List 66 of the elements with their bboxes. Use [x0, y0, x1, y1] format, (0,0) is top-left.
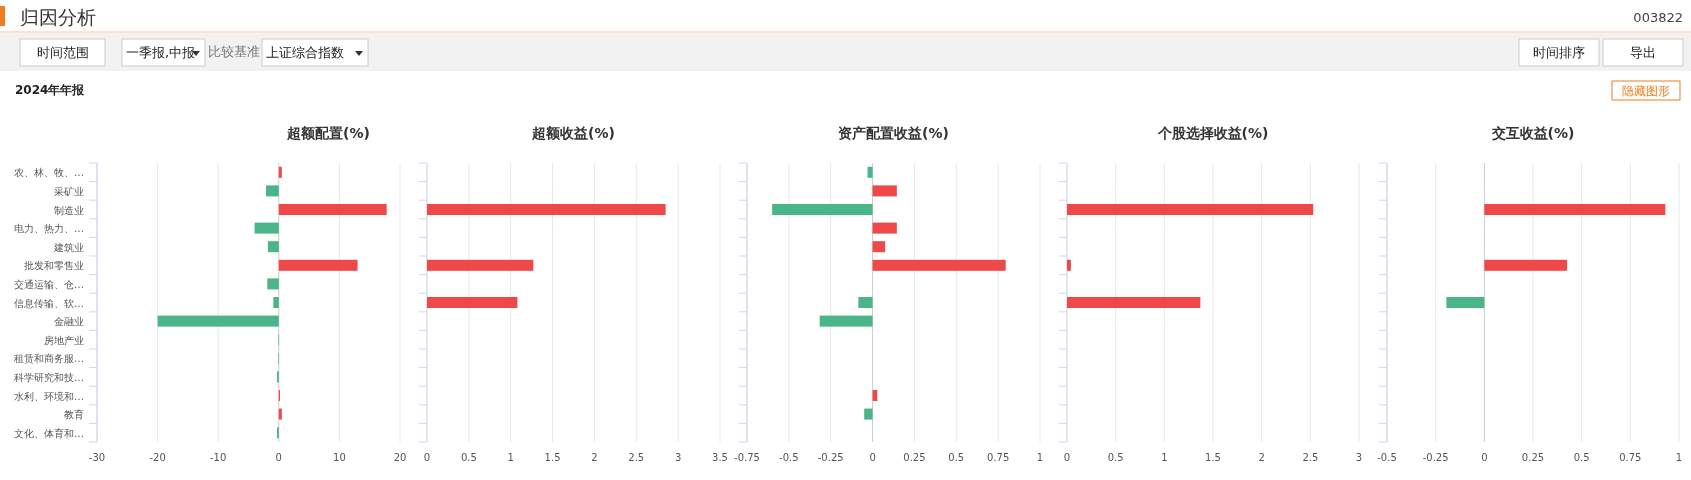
y-tick-label: 制造业 — [54, 204, 84, 216]
x-tick-label: 2 — [591, 452, 598, 463]
y-tick-label: 批发和零售业 — [24, 260, 84, 272]
x-tick-label: 20 — [393, 452, 407, 463]
x-tick-label: 0 — [275, 452, 282, 463]
x-tick-label: 0.5 — [948, 452, 965, 463]
chart-title: 超额配置(%) — [286, 125, 370, 141]
y-tick-label: 房地产业 — [44, 334, 84, 346]
chart-title: 个股选择收益(%) — [1156, 125, 1269, 141]
x-tick-label: 1 — [1036, 452, 1044, 463]
x-tick-label: 3 — [674, 452, 682, 463]
y-tick-label: 水利、环境和… — [14, 390, 84, 402]
x-tick-label: -30 — [88, 452, 106, 463]
y-tick-label: 金融业 — [54, 316, 84, 328]
x-tick-label: -0.25 — [1422, 452, 1449, 463]
chart-title: 超额收益(%) — [531, 125, 615, 141]
x-tick-label: 0.5 — [460, 452, 477, 463]
x-tick-label: 0 — [1063, 452, 1071, 463]
text: 归因分析 — [20, 6, 96, 28]
y-tick-label: 科学研究和技… — [14, 371, 84, 383]
x-tick-label: 0.75 — [987, 452, 1010, 463]
x-tick-label: 1.5 — [1205, 452, 1221, 463]
x-tick-label: 2.5 — [628, 452, 645, 463]
x-tick-label: 1.5 — [544, 452, 561, 463]
x-tick-label: 10 — [333, 452, 346, 463]
y-tick-label: 建筑业 — [53, 241, 84, 253]
y-tick-label: 交通运输、仓… — [14, 278, 84, 290]
text: 隐藏图形 — [1622, 84, 1670, 98]
x-tick-label: 0.5 — [1107, 452, 1124, 463]
x-tick-label: 0.5 — [1573, 452, 1590, 463]
x-tick-label: -0.5 — [1377, 452, 1397, 463]
x-tick-label: 1 — [1161, 452, 1168, 463]
text: 时间范围 — [36, 45, 89, 60]
x-tick-label: 0.75 — [1619, 452, 1642, 463]
x-tick-label: 2.5 — [1302, 452, 1319, 463]
x-tick-label: 2 — [1258, 452, 1265, 463]
x-tick-label: 3 — [1355, 452, 1363, 463]
y-tick-label: 农、林、牧、… — [14, 167, 84, 179]
x-tick-label: 0 — [869, 452, 876, 463]
y-tick-label: 文化、体育和… — [14, 427, 84, 439]
x-tick-label: 1 — [507, 452, 514, 463]
x-tick-label: 1 — [1675, 452, 1683, 463]
y-tick-label: 租赁和商务服… — [14, 353, 84, 365]
x-tick-label: 3.5 — [712, 452, 728, 463]
x-tick-label: -20 — [149, 452, 166, 463]
text: 2024年年报 — [15, 83, 86, 97]
text: 上证综合指数 — [266, 45, 344, 60]
text: 一季报,中报 — [126, 45, 196, 60]
chart-title: 交互收益(%) — [1490, 125, 1575, 141]
y-tick-label: 电力、热力、… — [14, 223, 84, 235]
x-tick-label: 0.25 — [1521, 452, 1545, 463]
x-tick-label: 0 — [1481, 452, 1488, 463]
y-tick-label: 教育 — [64, 409, 84, 421]
text: 003822 — [1633, 10, 1683, 25]
text: 比较基准 — [208, 44, 260, 59]
y-tick-label: 采矿业 — [54, 185, 84, 197]
x-tick-label: -0.75 — [734, 452, 760, 463]
text: 导出 — [1630, 45, 1656, 60]
chart-title: 资产配置收益(%) — [838, 125, 949, 141]
x-tick-label: -0.25 — [817, 452, 844, 463]
x-tick-label: -0.5 — [779, 452, 799, 463]
x-tick-label: 0.25 — [903, 452, 926, 463]
y-tick-label: 信息传输、软… — [14, 297, 84, 309]
x-tick-label: 0 — [423, 452, 431, 463]
text: 时间排序 — [1533, 45, 1585, 60]
x-tick-label: -10 — [210, 452, 227, 463]
